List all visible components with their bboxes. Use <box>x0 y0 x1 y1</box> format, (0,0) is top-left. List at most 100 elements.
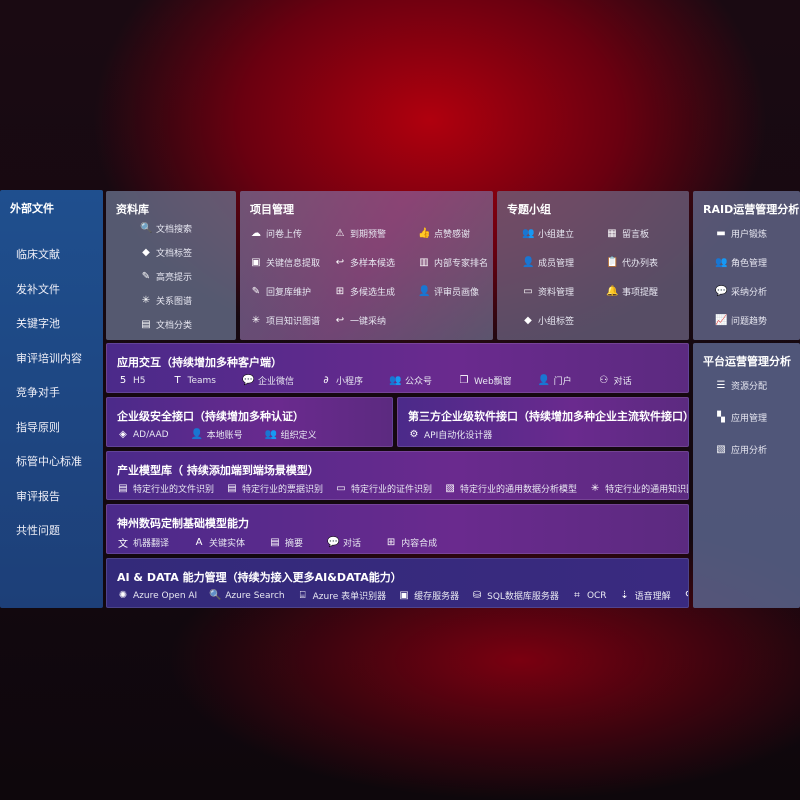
menu-item-tag[interactable]: ◆ 小组标签 <box>522 314 574 327</box>
menu-item-receipt[interactable]: ▤ 特定行业的票据识别 <box>226 482 323 495</box>
menu-item-compose[interactable]: ⊞ 内容合成 <box>385 536 437 549</box>
html5-icon: 5 <box>119 375 127 386</box>
menu-item-chart[interactable]: ▧ 应用分析 <box>715 443 767 456</box>
menu-item-file[interactable]: ▤ 特定行业的文件识别 <box>117 482 214 495</box>
external-file-item[interactable]: 竞争对手 <box>16 386 60 399</box>
menu-item-folder[interactable]: ▭ 资料管理 <box>522 285 574 298</box>
thumbs-up-icon: 👍 <box>418 228 431 239</box>
menu-item-label: Azure Search <box>225 590 285 601</box>
external-file-item[interactable]: 审评培训内容 <box>16 351 82 365</box>
item-row: ▤ 特定行业的文件识别 ▤ 特定行业的票据识别 ▭ 特定行业的证件识别 ▧ 特定行业的通用数据… <box>117 482 688 495</box>
panel-title: 专题小组 <box>507 203 551 216</box>
external-file-item[interactable]: 审评报告 <box>16 489 60 503</box>
group-icon: 👥 <box>522 228 535 239</box>
menu-item-tag[interactable]: ◆ 文档标签 <box>140 246 192 259</box>
menu-item-html5[interactable]: 5 H5 <box>117 375 146 386</box>
menu-item-pen[interactable]: ✎ 高亮提示 <box>140 270 192 283</box>
menu-item-label: 特定行业的证件识别 <box>351 485 433 495</box>
menu-item-user[interactable]: 👤 评审员画像 <box>418 285 479 298</box>
menu-item-doc-search[interactable]: 🔍 文档搜索 <box>140 222 192 235</box>
menu-item-label: 对话 <box>613 377 632 387</box>
ai-data-panel: AI & DATA 能力管理（持续为接入更多AI&DATA能力） ✺ Azure O… <box>106 558 689 608</box>
edit-icon: ✎ <box>251 286 261 297</box>
pen-icon: ✎ <box>141 271 151 282</box>
member-add-icon: 👤 <box>522 257 535 268</box>
menu-item-chat[interactable]: ⚇ 对话 <box>598 374 632 387</box>
item-row: 文机器翻译 A 关键实体 ▤ 摘要 💬 对话 ⊞ 内容合成 <box>117 535 437 550</box>
menu-item-cache[interactable]: ▣ 缓存服务器 <box>398 589 459 602</box>
external-file-item[interactable]: 共性问题 <box>16 524 60 537</box>
menu-item-ad[interactable]: ◈ AD/AAD <box>117 429 168 440</box>
external-file-item[interactable]: 临床文献 <box>16 248 60 261</box>
ad-icon: ◈ <box>119 429 127 440</box>
project-management-panel: 项目管理 ☁ 问卷上传 ⚠ 到期预警 👍 点赞感谢 ▣ 关键信息提取 ↩ 多样本候选 ▥ 内部专家排名 ✎… <box>240 191 493 340</box>
menu-item-knowledge-graph[interactable]: ✳ 项目知识图谱 <box>250 314 320 327</box>
menu-item-label: 角色管理 <box>731 259 768 269</box>
miniprogram-icon: ∂ <box>323 375 329 386</box>
reply-icon: ↩ <box>335 315 345 326</box>
menu-item-doc-category[interactable]: ▤ 文档分类 <box>140 318 192 331</box>
menu-item-bbs[interactable]: ▦ 留言板 <box>606 227 649 240</box>
menu-item-wechat[interactable]: 💬 企业微信 <box>242 374 294 387</box>
platform-analysis-panel: 平台运营管理分析 ☰ 资源分配 ▚ 应用管理 ▧ 应用分析 <box>693 343 800 608</box>
menu-item-window[interactable]: ❐ Web飘窗 <box>458 374 512 387</box>
menu-item-data-analysis[interactable]: ▧ 特定行业的通用数据分析模型 <box>444 482 577 495</box>
menu-item-trend[interactable]: 📈 问题趋势 <box>715 314 767 327</box>
menu-item-id-card[interactable]: ▭ 特定行业的证件识别 <box>335 482 432 495</box>
menu-item-chat[interactable]: 💬 对话 <box>327 536 361 549</box>
menu-item-miniprogram[interactable]: ∂ 小程序 <box>320 374 363 387</box>
menu-item-edit[interactable]: ✎ 回复库维护 <box>250 285 311 298</box>
menu-item-database[interactable]: ⛁ SQL数据库服务器 <box>471 589 559 602</box>
menu-item-users[interactable]: 👥 角色管理 <box>715 256 767 269</box>
menu-item-label: 留言板 <box>622 230 650 240</box>
menu-item-qa[interactable]: 💬 采纳分析 <box>715 285 767 298</box>
menu-item-public-account[interactable]: 👥 公众号 <box>389 374 432 387</box>
menu-item-alarm[interactable]: ⚠ 到期预警 <box>334 227 387 240</box>
menu-item-id-card[interactable]: ▬ 用户锻炼 <box>715 227 767 240</box>
menu-item-cloud-upload[interactable]: ☁ 问卷上传 <box>250 227 302 240</box>
menu-item-org[interactable]: 👥 组织定义 <box>265 428 317 441</box>
menu-item-tts[interactable]: ⚲TTS <box>683 590 688 601</box>
external-file-item[interactable]: 指导原则 <box>16 420 60 434</box>
menu-item-thumbs-up[interactable]: 👍 点赞感谢 <box>418 227 470 240</box>
chat-icon: 💬 <box>327 537 340 548</box>
external-file-item[interactable]: 发补文件 <box>16 282 60 296</box>
menu-item-label: Web飘窗 <box>474 377 512 387</box>
external-files-panel: 外部文件 临床文献 发补文件 关键字池 审评培训内容 竞争对手 指导原则 标管中心标准 审评报… <box>0 190 103 608</box>
menu-item-bell[interactable]: 🔔 事项提醒 <box>606 285 658 298</box>
cache-icon: ▣ <box>399 590 409 601</box>
external-file-item[interactable]: 标管中心标准 <box>16 455 82 468</box>
menu-item-member-add[interactable]: 👤 成员管理 <box>522 256 574 269</box>
menu-item-summary[interactable]: ▤ 摘要 <box>269 536 303 549</box>
menu-item-group[interactable]: 👥 小组建立 <box>522 227 574 240</box>
menu-item-label: 本地账号 <box>206 431 243 441</box>
ocr-icon: ⌗ <box>574 590 580 601</box>
menu-item-label: API自动化设计器 <box>424 431 493 441</box>
menu-item-entity[interactable]: A 关键实体 <box>193 536 245 549</box>
menu-item-openai[interactable]: ✺ Azure Open AI <box>117 590 197 601</box>
menu-item-api-gear[interactable]: ⚙ API自动化设计器 <box>408 428 493 441</box>
menu-item-label: 回复库维护 <box>266 288 312 298</box>
menu-item-puzzle[interactable]: ⊞ 多候选生成 <box>334 285 395 298</box>
menu-item-graph[interactable]: ✳ 关系图谱 <box>140 294 192 307</box>
menu-item-ocr[interactable]: ⌗ OCR <box>571 590 606 601</box>
menu-item-clipboard[interactable]: 📋 代办列表 <box>606 256 658 269</box>
menu-item-knowledge-graph[interactable]: ✳ 特定行业的通用知识图谱模型 <box>589 482 688 495</box>
menu-item-reply[interactable]: ↩ 一键采纳 <box>334 314 386 327</box>
menu-item-label: 语音理解 <box>634 592 671 602</box>
knowledge-graph-icon: ✳ <box>251 315 261 326</box>
menu-item-local-account[interactable]: 👤 本地账号 <box>191 428 243 441</box>
menu-item-portal[interactable]: 👤 门户 <box>538 374 572 387</box>
menu-item-speech[interactable]: ⇣ 语音理解 <box>619 589 671 602</box>
menu-item-teams[interactable]: T Teams <box>172 375 216 386</box>
menu-item-label: 组织定义 <box>280 431 317 441</box>
menu-item-ranking[interactable]: ▥ 内部专家排名 <box>418 256 488 269</box>
menu-item-apps[interactable]: ▚ 应用管理 <box>715 411 767 424</box>
menu-item-extract[interactable]: ▣ 关键信息提取 <box>250 256 320 269</box>
menu-item-search[interactable]: 🔍 Azure Search <box>209 590 284 601</box>
menu-item-form-recognizer[interactable]: ⌸ Azure 表单识别器 <box>297 589 387 602</box>
external-file-item[interactable]: 关键字池 <box>16 317 60 330</box>
menu-item-translate[interactable]: 文机器翻译 <box>117 535 169 550</box>
menu-item-list[interactable]: ☰ 资源分配 <box>715 379 768 392</box>
menu-item-reply[interactable]: ↩ 多样本候选 <box>334 256 395 269</box>
